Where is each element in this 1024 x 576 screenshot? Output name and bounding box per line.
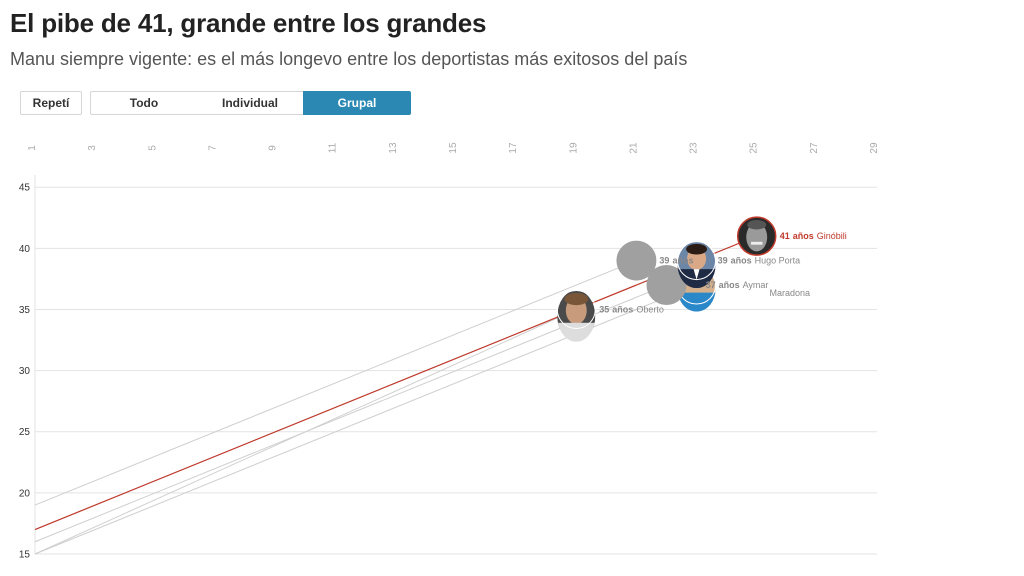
series-unit: años [793, 231, 814, 241]
series-name: Maradona [770, 288, 811, 298]
series-unit: años [731, 256, 752, 266]
x-tick-label: 25 [749, 142, 760, 154]
x-tick-label: 27 [809, 142, 820, 154]
y-tick-label: 35 [19, 305, 31, 316]
tab-todo[interactable]: Todo [90, 91, 198, 115]
y-tick-label: 15 [19, 550, 31, 561]
series-unit: años [672, 256, 693, 266]
tab-individual[interactable]: Individual [197, 91, 304, 115]
x-tick-label: 19 [568, 142, 579, 154]
series-line [34, 260, 637, 506]
replay-button[interactable]: Repetí [20, 91, 82, 115]
y-tick-label: 40 [19, 244, 31, 255]
series-end-value: 41 [780, 231, 790, 241]
series-name: Aymar [743, 280, 769, 290]
bubble-oberto [556, 289, 596, 342]
x-tick-label: 17 [508, 142, 519, 154]
x-tick-label: 7 [207, 145, 218, 151]
series-line [34, 284, 697, 555]
series-end-value: 37 [706, 280, 716, 290]
series-line [34, 235, 757, 531]
x-tick-label: 13 [388, 142, 399, 154]
bubble-unnamed [616, 240, 657, 281]
y-tick-label: 25 [19, 427, 31, 438]
bubble-hugoporta [677, 241, 717, 289]
series-name: Oberto [636, 304, 664, 314]
series-name: Ginóbili [817, 231, 847, 241]
x-tick-label: 15 [448, 142, 459, 154]
x-tick-label: 11 [328, 142, 339, 153]
y-tick-label: 45 [19, 183, 31, 194]
x-tick-label: 29 [869, 142, 880, 154]
series-end-label: 41 años Ginóbili [780, 231, 847, 241]
x-tick-label: 9 [268, 145, 279, 151]
series-end-label: 35 años Oberto [599, 304, 664, 314]
series-end-label: Maradona [770, 288, 811, 298]
x-tick-label: 21 [628, 142, 639, 154]
series-end-label: 37 años Aymar [706, 280, 769, 290]
series-end-value: 39 [718, 256, 728, 266]
series-line [34, 309, 577, 555]
series-end-label: 39 años Hugo Porta [718, 256, 801, 266]
y-tick-label: 20 [19, 488, 31, 499]
x-tick-label: 3 [87, 145, 98, 151]
x-tick-label: 5 [147, 145, 158, 151]
series-unit: años [612, 304, 633, 314]
bubble-ginbili [736, 216, 777, 256]
page-subtitle: Manu siempre vigente: es el más longevo … [10, 49, 688, 69]
series-end-value: 35 [599, 304, 609, 314]
series-unit: años [719, 280, 740, 290]
y-tick-label: 30 [19, 366, 31, 377]
x-tick-label: 23 [689, 142, 700, 154]
series-name: Hugo Porta [755, 256, 801, 266]
tab-grupal[interactable]: Grupal [303, 91, 411, 115]
series-end-value: 39 [659, 256, 669, 266]
x-tick-label: 1 [27, 145, 38, 151]
page-title: El pibe de 41, grande entre los grandes [10, 8, 487, 38]
series-end-label: 39 años [659, 256, 693, 266]
